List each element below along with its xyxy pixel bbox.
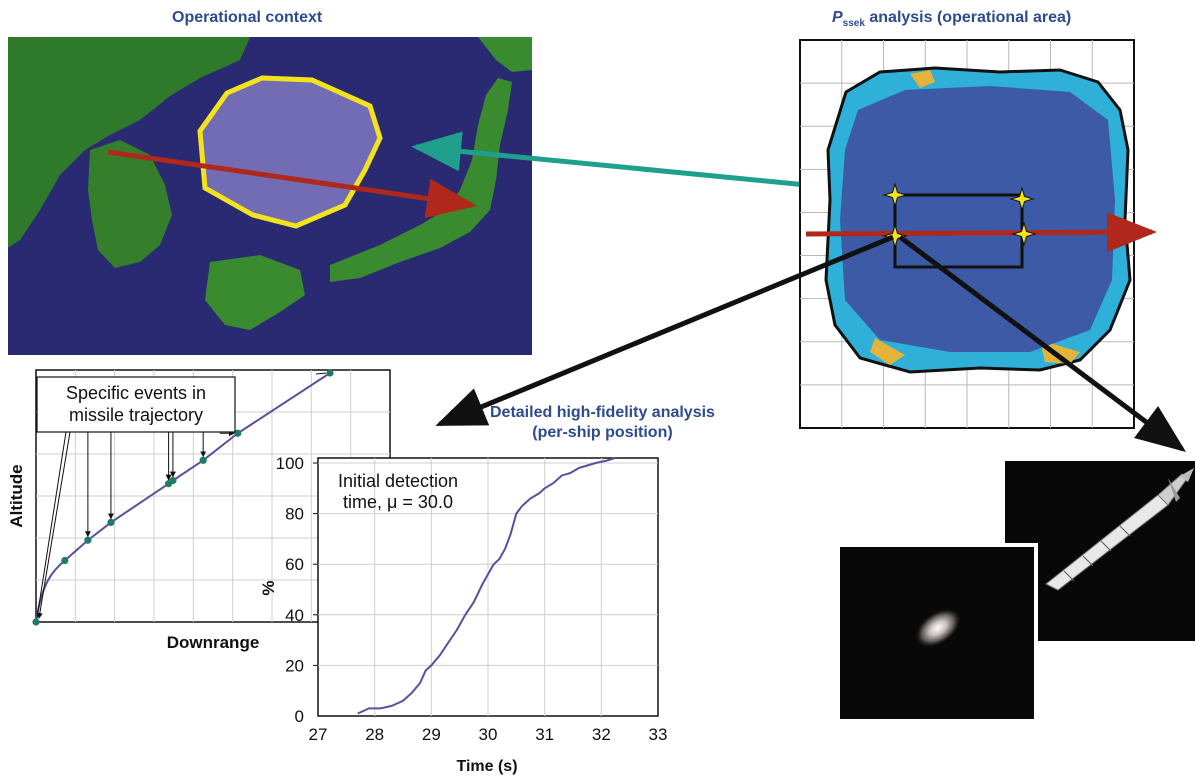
- ship-star-markers: [882, 182, 1037, 249]
- det-xtick-label: 27: [309, 725, 328, 744]
- japan-northern-island: [478, 37, 532, 72]
- star-marker: [882, 182, 908, 208]
- arrow-to-missile-images: [898, 235, 1186, 453]
- trajectory-arrow-map: [107, 149, 477, 219]
- star-marker: [1009, 186, 1035, 212]
- traj-xlabel: Downrange: [167, 633, 260, 652]
- det-xtick-label: 29: [422, 725, 441, 744]
- detailed-title-line1: Detailed high-fidelity analysis: [490, 404, 715, 421]
- detection-cdf-line: [357, 456, 616, 715]
- pssek-analysis-title: Pssek analysis (operational area): [832, 9, 1071, 29]
- trajectory-event-point: [84, 536, 92, 544]
- det-ytick-label: 80: [285, 505, 304, 524]
- det-ylabel: %: [259, 580, 278, 595]
- det-xtick-label: 32: [592, 725, 611, 744]
- mainland-landmass: [8, 37, 250, 248]
- det-xtick-label: 28: [365, 725, 384, 744]
- missile-illustration: [1045, 468, 1194, 591]
- teal-link-arrow: [411, 131, 828, 190]
- star-marker: [882, 223, 908, 249]
- trajectory-event-point: [32, 618, 40, 626]
- det-annotation-line1: Initial detection: [338, 471, 458, 491]
- detailed-title-line2: (per-ship position): [532, 424, 673, 441]
- det-annotation-line2: time, μ = 30.0: [343, 492, 453, 512]
- trajectory-event-point: [61, 556, 69, 565]
- callout-leader-1: [36, 431, 71, 619]
- detection-time-chart: 27 28 29 30 31 32 33 0 20 40 60 80 100 Initial dete…: [259, 454, 667, 775]
- events-callout-box: [36, 376, 236, 433]
- trajectory-event-point: [199, 456, 207, 464]
- japan-main-island: [330, 78, 512, 282]
- pssek-contour-inner: [840, 86, 1115, 352]
- operational-context-map: [8, 37, 532, 355]
- det-xtick-label: 31: [535, 725, 554, 744]
- det-ytick-label: 60: [285, 555, 304, 574]
- japan-southern-island: [205, 255, 305, 330]
- events-callout-line2: missile trajectory: [69, 405, 203, 425]
- trajectory-event-point: [326, 369, 334, 377]
- event-arrow: [315, 372, 327, 375]
- pssek-title-rest: analysis (operational area): [864, 9, 1072, 26]
- pssek-p: P: [832, 9, 843, 26]
- callout-leader-2: [36, 431, 67, 619]
- det-xlabel: Time (s): [456, 758, 517, 775]
- operational-context-title: Operational context: [172, 9, 323, 26]
- trajectory-arrow-grid: [805, 212, 1157, 253]
- det-ytick-label: 100: [276, 454, 304, 473]
- det-ytick-label: 0: [295, 707, 304, 726]
- star-marker: [1011, 221, 1037, 247]
- traj-ylabel: Altitude: [7, 464, 26, 527]
- det-xtick-label: 30: [479, 725, 498, 744]
- trajectory-event-point: [107, 518, 115, 527]
- peninsula-landmass: [88, 140, 172, 268]
- det-ytick-label: 40: [285, 606, 304, 625]
- trajectory-event-point: [169, 476, 177, 485]
- missile-image-front: [836, 543, 1038, 723]
- det-ytick-label: 20: [285, 656, 304, 675]
- det-xtick-label: 33: [649, 725, 668, 744]
- arrow-to-detailed-analysis: [435, 234, 894, 427]
- sensor-blob: [914, 608, 962, 648]
- trajectory-event-point: [234, 429, 242, 437]
- detailed-analysis-title: Detailed high-fidelity analysis (per-shi…: [490, 403, 715, 443]
- events-callout-line1: Specific events in: [66, 383, 206, 403]
- pssek-subscript: ssek: [842, 18, 865, 30]
- pssek-grid-panel: [799, 39, 1157, 429]
